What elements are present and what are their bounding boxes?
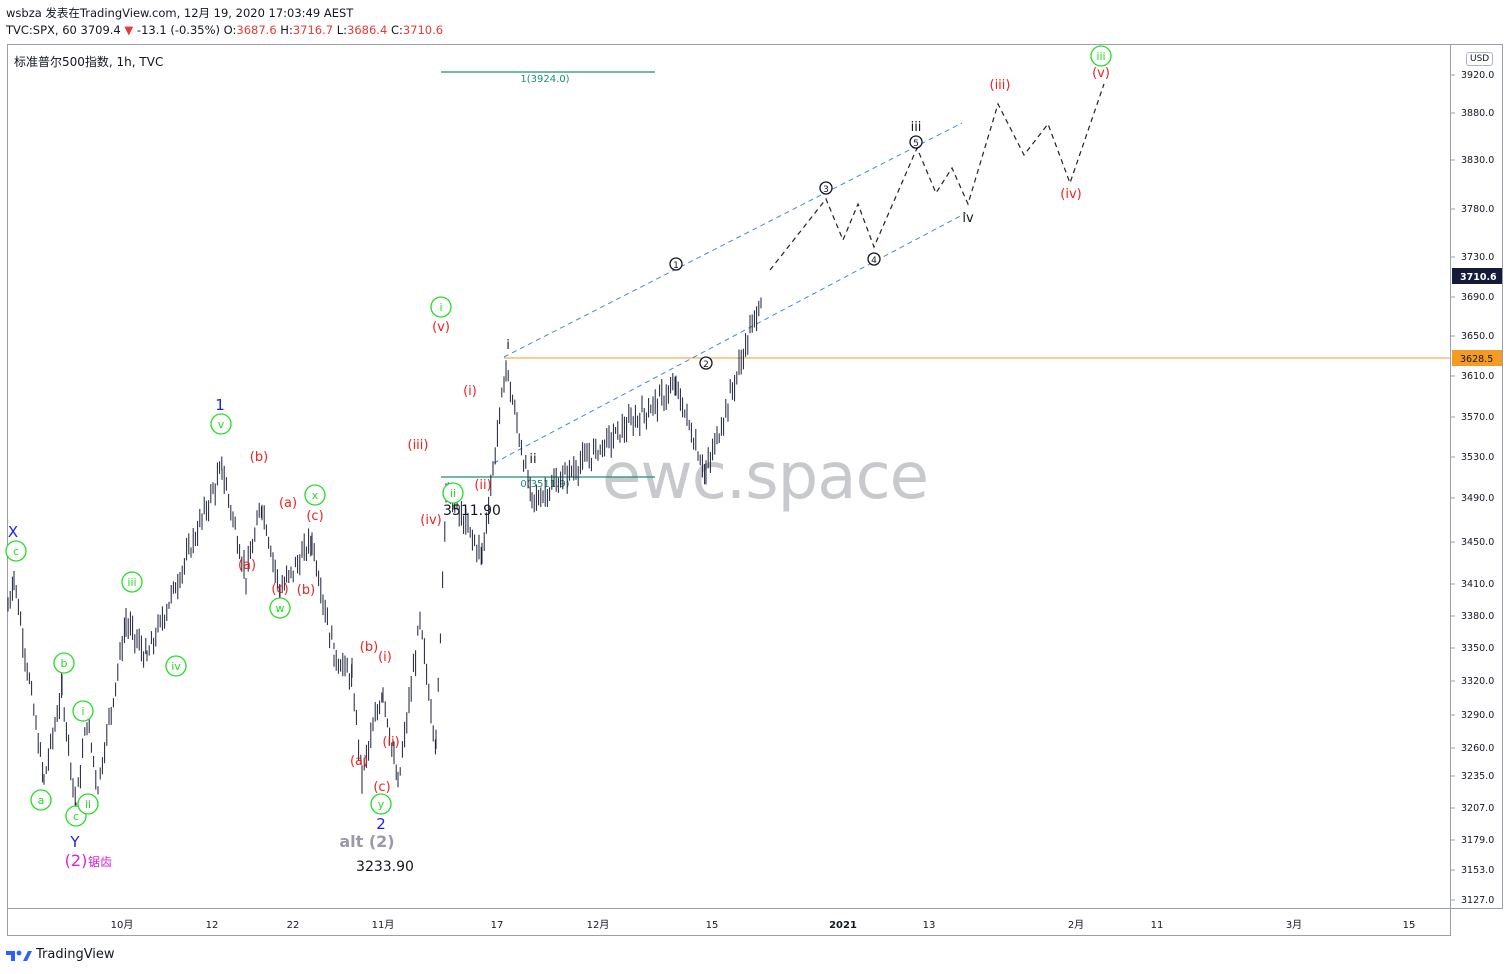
- watermark: ewc.space: [602, 440, 929, 514]
- currency-badge[interactable]: USD: [1466, 52, 1494, 66]
- publisher-line: wsbza 发表在TradingView.com, 12月 19, 2020 1…: [6, 6, 354, 20]
- symbol-prefix: TVC:SPX, 60 3709.4: [6, 23, 121, 37]
- close-value: 3710.6: [402, 23, 444, 37]
- open-label: O:: [223, 23, 237, 37]
- close-label: C:: [390, 23, 403, 37]
- tradingview-label: TradingView: [36, 947, 115, 962]
- chart-pane[interactable]: [7, 44, 1451, 909]
- high-label: H:: [280, 23, 293, 37]
- high-value: 3716.7: [292, 23, 334, 37]
- low-value: 3686.4: [347, 23, 388, 37]
- low-label: L:: [336, 23, 348, 37]
- tradingview-logo[interactable]: TradingView: [6, 947, 115, 962]
- tradingview-icon: [6, 950, 32, 961]
- open-value: 3687.6: [236, 23, 277, 37]
- ohlc-line: TVC:SPX, 60 3709.4 ▼ -13.1 (-0.35%) O:36…: [6, 23, 443, 37]
- symbol-legend[interactable]: 标准普尔500指数, 1h, TVC: [14, 55, 164, 69]
- price-axis[interactable]: [1451, 44, 1503, 909]
- time-axis[interactable]: [7, 909, 1451, 936]
- change-value: -13.1 (-0.35%): [136, 23, 220, 37]
- down-triangle-icon: ▼: [124, 23, 134, 37]
